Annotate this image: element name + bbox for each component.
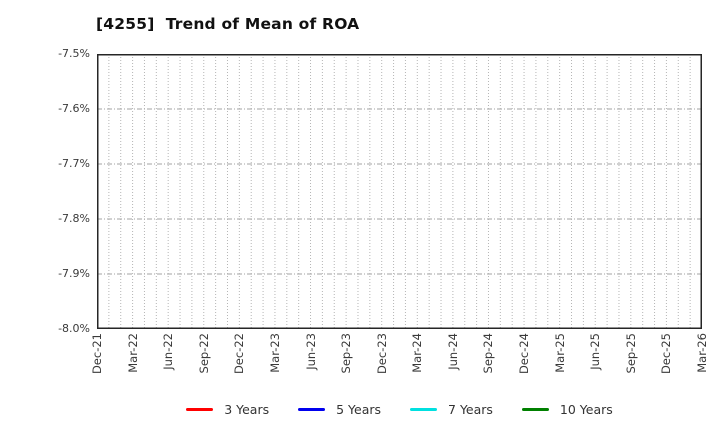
x-tick-label: Dec-24 — [517, 333, 532, 375]
x-tick-label: Sep-25 — [623, 333, 638, 374]
legend-line-swatch — [298, 408, 326, 411]
legend-item-5-years: 5 Years — [298, 402, 381, 417]
legend-line-swatch — [410, 408, 438, 411]
x-tick-label: Dec-22 — [232, 333, 247, 375]
legend-label: 3 Years — [224, 402, 270, 417]
plot-border — [97, 54, 702, 329]
x-tick-label: Mar-25 — [552, 333, 567, 373]
y-tick-label: -7.8% — [58, 212, 90, 225]
x-tick-label: Dec-23 — [374, 333, 389, 375]
y-tick-label: -7.5% — [58, 47, 90, 60]
x-tick-label: Sep-24 — [481, 333, 496, 374]
legend-item-7-years: 7 Years — [410, 402, 493, 417]
x-tick-label: Mar-24 — [410, 333, 425, 373]
legend-label: 10 Years — [559, 402, 613, 417]
x-tick-label: Jun-24 — [445, 333, 460, 370]
y-tick-label: -8.0% — [58, 322, 90, 335]
legend: 3 Years 5 Years 7 Years 10 Years — [97, 402, 702, 417]
x-tick-label: Sep-22 — [196, 333, 211, 374]
chart-title: [4255] Trend of Mean of ROA — [96, 15, 360, 33]
y-tick-label: -7.7% — [58, 157, 90, 170]
x-tick-label: Jun-23 — [303, 333, 318, 370]
legend-line-swatch — [186, 408, 214, 411]
y-tick-label: -7.6% — [58, 102, 90, 115]
x-tick-label: Dec-21 — [90, 333, 104, 375]
legend-item-3-years: 3 Years — [186, 402, 269, 417]
plot-area — [97, 54, 702, 329]
legend-item-10-years: 10 Years — [521, 402, 613, 417]
gridlines — [97, 54, 702, 329]
legend-label: 5 Years — [336, 402, 382, 417]
x-tick-label: Mar-22 — [125, 333, 140, 373]
x-tick-label: Dec-25 — [659, 333, 674, 375]
y-tick-label: -7.9% — [58, 267, 90, 280]
legend-label: 7 Years — [448, 402, 493, 417]
x-tick-label: Sep-23 — [339, 333, 354, 374]
x-tick-label: Mar-26 — [695, 333, 709, 373]
legend-line-swatch — [521, 408, 549, 411]
x-tick-label: Jun-25 — [588, 333, 603, 370]
x-tick-label: Jun-22 — [161, 333, 176, 370]
x-tick-label: Mar-23 — [267, 333, 282, 373]
